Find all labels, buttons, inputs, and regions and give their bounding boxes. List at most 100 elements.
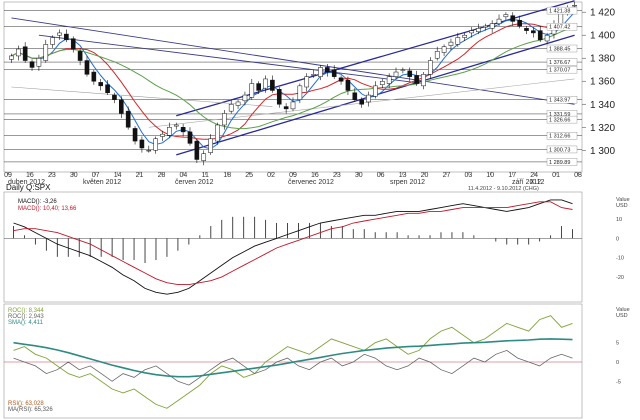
- macd-axis-label: Value: [616, 197, 630, 203]
- roc-axis-label: 0: [616, 360, 619, 366]
- macd-range-label: 11.4.2012 - 9.10.2012 (CHG): [468, 186, 539, 192]
- level-box: [546, 158, 578, 166]
- date-tick-label: 25: [245, 172, 253, 179]
- date-tick-label: 24: [530, 172, 538, 179]
- candle: [462, 34, 467, 38]
- candle: [222, 113, 227, 126]
- macd-axis-label: USD: [616, 203, 628, 209]
- candle: [428, 60, 433, 75]
- roc-sma-line: [13, 338, 573, 378]
- candle: [503, 14, 509, 18]
- candle: [187, 131, 193, 144]
- date-tick-label: 30: [355, 172, 363, 179]
- level-label: 1 300.73: [549, 147, 570, 153]
- candle: [386, 76, 392, 84]
- candle: [311, 74, 316, 76]
- candle: [201, 153, 207, 161]
- candle: [263, 78, 268, 89]
- month-label: květen 2012: [83, 179, 121, 186]
- date-tick-label: 23: [333, 172, 341, 179]
- level-label: 1 326.66: [549, 118, 570, 124]
- roc-axis-label: Value: [616, 307, 630, 313]
- roc-axis-label: 5: [616, 341, 619, 347]
- price-tick-label: 1 360: [590, 77, 615, 88]
- candle: [146, 150, 152, 152]
- candle: [228, 104, 234, 112]
- candle: [57, 32, 62, 36]
- date-tick-label: 28: [158, 172, 166, 179]
- level-label: 1 407.42: [549, 25, 570, 31]
- candle: [43, 44, 49, 61]
- candle: [112, 94, 117, 100]
- date-tick-label: 17: [508, 172, 516, 179]
- ma-slow-line: [11, 26, 575, 130]
- candle: [249, 83, 255, 98]
- candle: [167, 127, 172, 136]
- candle: [517, 20, 522, 27]
- macd-axis-label: -10: [616, 256, 624, 262]
- level-box: [546, 132, 578, 140]
- macd-axis-label: 0: [616, 236, 619, 242]
- candle: [50, 37, 55, 45]
- candle: [276, 89, 282, 105]
- candle: [15, 48, 21, 57]
- candle: [393, 71, 399, 77]
- macd-legend-item: MACD(): 10,40; 13,66: [18, 206, 77, 212]
- candle: [173, 124, 179, 127]
- roc-line-1: [13, 315, 573, 409]
- price-tick-label: 1 380: [590, 54, 615, 65]
- candle: [119, 99, 124, 114]
- candle: [338, 77, 344, 82]
- candle: [359, 99, 364, 105]
- candle: [9, 55, 14, 60]
- month-label: duben 2012: [8, 179, 45, 186]
- candle: [283, 106, 289, 110]
- date-tick-label: 27: [443, 172, 451, 179]
- candle: [29, 61, 35, 68]
- candle: [208, 138, 213, 153]
- date-tick-label: 23: [48, 172, 56, 179]
- date-tick-label: 30: [70, 172, 78, 179]
- candle: [270, 79, 275, 91]
- candle: [537, 30, 543, 41]
- macd-panel: Daily Q:SPX 11.4.2012 - 9.10.2012 (CHG) …: [3, 183, 630, 303]
- candle: [510, 15, 516, 22]
- price-tick-label: 1 400: [590, 31, 615, 42]
- macd-line: [13, 199, 573, 295]
- candle: [153, 138, 158, 151]
- level-box: [546, 44, 578, 53]
- candle: [290, 101, 296, 110]
- candle: [297, 85, 303, 100]
- candle: [304, 76, 310, 88]
- candle: [379, 80, 385, 85]
- level-box: [546, 22, 578, 31]
- date-tick-label: 16: [26, 172, 34, 179]
- candle: [448, 41, 454, 46]
- date-tick-label: 02: [267, 172, 275, 179]
- date-tick-label: 11: [202, 172, 209, 179]
- candle: [455, 37, 461, 45]
- trend-line: [11, 86, 273, 107]
- level-label: 1 331.59: [549, 112, 570, 118]
- date-tick-label: 18: [223, 172, 231, 179]
- roc-legend-item: SMA(): 4,411: [8, 320, 44, 326]
- roc-legend-item: MA(RSI): 65,326: [8, 407, 53, 413]
- candle: [524, 28, 529, 31]
- roc-legend-item: ROC(): 8,344: [8, 308, 44, 314]
- candle: [91, 71, 97, 82]
- level-box: [546, 6, 578, 15]
- level-label: 1 343.97: [549, 98, 570, 104]
- candle: [105, 84, 110, 94]
- date-tick-label: 09: [4, 172, 12, 179]
- price-tick-label: 1 420: [590, 8, 615, 19]
- candle: [544, 34, 550, 42]
- candle: [352, 92, 358, 100]
- candle: [215, 124, 220, 142]
- level-box: [546, 65, 578, 74]
- candle: [414, 75, 419, 84]
- macd-axis-label: -20: [616, 275, 624, 281]
- candle: [242, 94, 248, 102]
- candle: [194, 140, 200, 160]
